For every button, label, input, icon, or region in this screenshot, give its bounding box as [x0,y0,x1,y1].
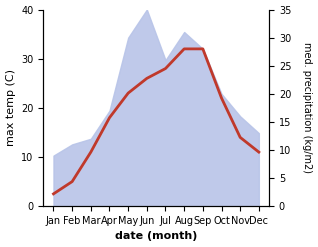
X-axis label: date (month): date (month) [115,231,197,242]
Y-axis label: max temp (C): max temp (C) [5,69,16,146]
Y-axis label: med. precipitation (kg/m2): med. precipitation (kg/m2) [302,42,313,173]
